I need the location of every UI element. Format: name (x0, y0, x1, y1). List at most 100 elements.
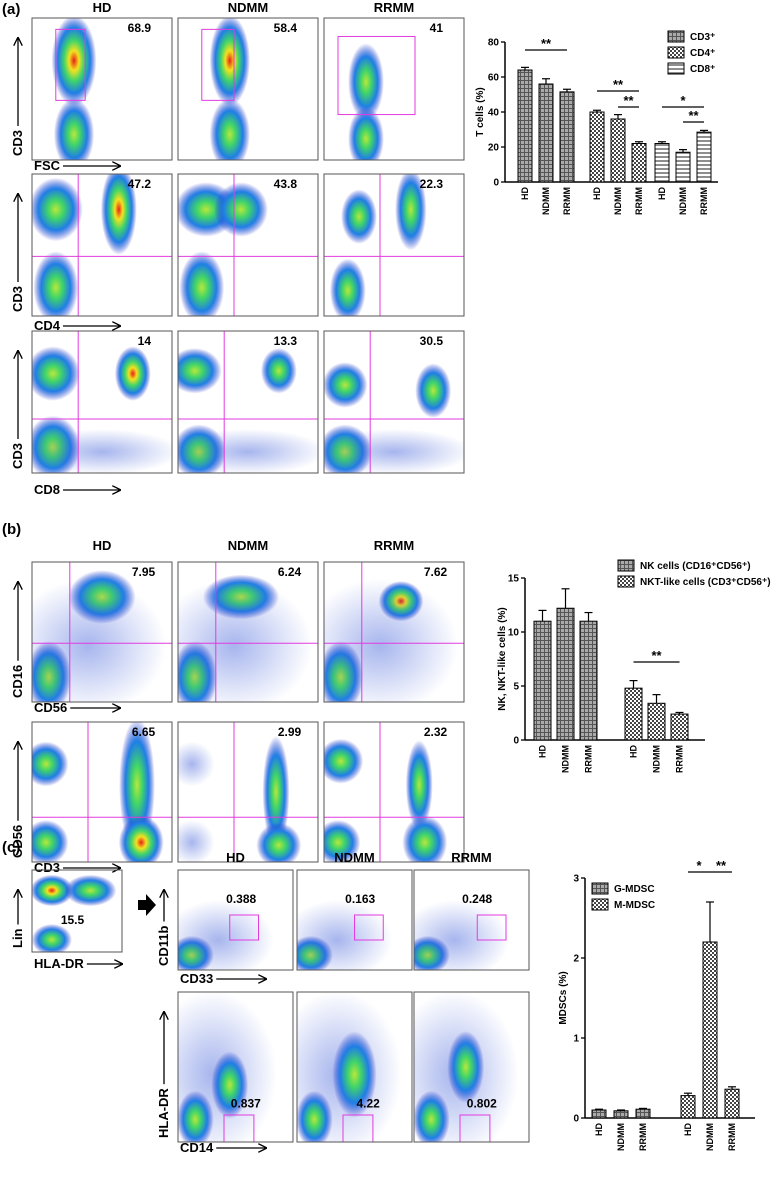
bar (724, 1088, 740, 1119)
bar (591, 1109, 607, 1119)
cell-population (324, 362, 368, 408)
y-axis-title: MDSCs (%) (558, 971, 569, 1024)
x-axis-label: HLA-DR (34, 956, 84, 971)
y-axis-label: CD3 (10, 286, 25, 312)
significance-label: ** (623, 93, 634, 108)
plot-frame (413, 869, 530, 971)
flow-plot: 6.65 (31, 721, 173, 863)
density (32, 874, 117, 952)
bar (680, 1095, 696, 1119)
plot-frame (177, 991, 294, 1143)
plot-frame (177, 173, 319, 317)
bar (647, 702, 666, 741)
x-tick-label: RRMM (634, 187, 644, 215)
density (32, 174, 137, 316)
cell-population (118, 815, 164, 862)
gate-value: 47.2 (128, 177, 152, 191)
flow-plot: 47.2 (31, 173, 173, 317)
cell-population (297, 900, 393, 970)
y-tick-label: 1 (573, 1034, 579, 1045)
cell-population (178, 741, 215, 787)
cell-population (178, 428, 318, 473)
cell-population (178, 900, 274, 970)
density (32, 570, 167, 702)
bar (635, 1108, 651, 1119)
density (329, 174, 427, 316)
legend-label: NKT-like cells (CD3⁺CD56⁺) (640, 577, 771, 588)
plot-frame (323, 330, 465, 474)
gate-value: 15.5 (61, 913, 85, 927)
x-axis-label: CD3 (34, 860, 60, 875)
bar (556, 607, 575, 741)
legend-swatch (591, 882, 609, 895)
flow-plot: 2.32 (323, 721, 465, 863)
plot-frame (31, 721, 173, 863)
bar (610, 118, 626, 183)
x-tick-label: RRMM (727, 1123, 737, 1151)
x-tick-label: RRMM (675, 745, 685, 773)
y-tick-label: 80 (488, 38, 500, 49)
density (414, 992, 519, 1142)
x-tick-label: RRMM (562, 187, 572, 215)
bar (631, 143, 647, 183)
plot-frame (177, 869, 294, 971)
y-axis-label: CD3 (10, 130, 25, 156)
flow-plot: 4.22 (296, 991, 413, 1143)
cell-population (414, 900, 510, 970)
gate-value: 58.4 (274, 21, 298, 35)
x-tick-label: NDMM (561, 745, 571, 773)
density (297, 992, 402, 1142)
bar (589, 111, 605, 183)
gate-value: 2.99 (278, 725, 302, 739)
x-tick-label: HD (594, 1123, 604, 1136)
gate-value: 7.95 (132, 565, 156, 579)
bar (670, 713, 689, 741)
column-header: NDMM (228, 538, 268, 553)
y-tick-label: 5 (513, 682, 519, 693)
cell-population (341, 189, 377, 244)
legend-label: M-MDSC (614, 900, 655, 911)
plot-frame (177, 561, 319, 703)
x-tick-label: NDMM (541, 187, 551, 215)
gate-value: 0.837 (231, 1097, 261, 1111)
gate-value: 0.802 (467, 1097, 497, 1111)
y-tick-label: 10 (508, 628, 520, 639)
significance-label: ** (541, 36, 552, 51)
y-axis-label: CD11b (156, 925, 171, 966)
bar (559, 91, 575, 183)
density (414, 900, 510, 970)
cell-population (209, 18, 250, 107)
y-axis-label: CD3 (10, 443, 25, 469)
x-tick-label: NDMM (616, 1123, 626, 1151)
column-header: HD (93, 538, 112, 553)
cell-population (178, 578, 313, 702)
y-tick-label: 20 (488, 143, 500, 154)
gate-value: 7.62 (424, 565, 448, 579)
column-header: RRMM (374, 538, 414, 553)
cell-population (32, 428, 172, 473)
cell-population (395, 174, 427, 251)
x-tick-label: HD (629, 745, 639, 758)
x-axis-label: CD4 (34, 318, 61, 333)
significance-label: ** (613, 77, 624, 92)
y-tick-label: 0 (513, 736, 519, 747)
x-tick-label: RRMM (584, 745, 594, 773)
cell-population (348, 43, 384, 121)
cell-population (324, 738, 364, 784)
cell-population (179, 251, 225, 316)
significance-label: ** (688, 108, 699, 123)
x-tick-label: HD (683, 1123, 693, 1136)
x-tick-label: HD (538, 745, 548, 758)
flow-plot: 15.5 (31, 869, 123, 953)
gate (476, 914, 507, 941)
plot-frame (31, 330, 173, 474)
plot-frame (31, 173, 173, 317)
cell-population (32, 346, 80, 401)
bar (538, 83, 554, 183)
cell-population (32, 820, 69, 862)
density (178, 182, 268, 316)
gate-value: 6.24 (278, 565, 302, 579)
cell-population (348, 106, 384, 160)
cell-population (33, 251, 79, 316)
cell-population (64, 874, 117, 907)
